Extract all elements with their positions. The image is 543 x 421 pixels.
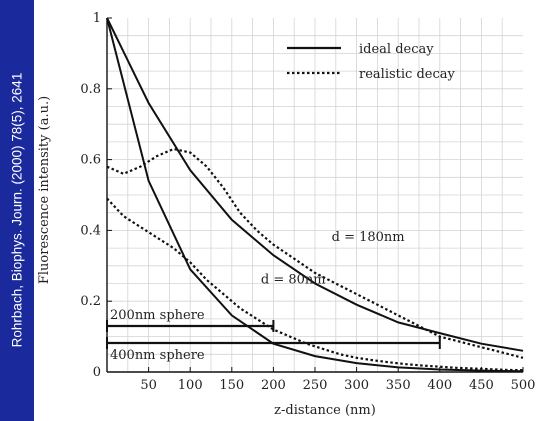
citation-text: Rohrbach, Biophys. Journ. (2000) 78(5), … [9,72,25,348]
sphere-bar-label: 400nm sphere [110,348,205,363]
x-tick-label: 300 [344,378,369,393]
y-axis-label: Fluorescence intensity (a.u.) [37,96,52,284]
chart-panel: 50 100 150 200 250 300 350 400 450 500 0 0.2 0.4 0.6 0… [34,0,543,421]
x-tick-label: 450 [469,378,494,393]
x-tick-label: 150 [219,378,244,393]
y-tick-label: 0 [93,365,101,380]
x-tick-label: 50 [140,378,157,393]
y-tick-label: 0.2 [80,294,101,309]
series-line-3 [106,197,524,372]
x-tick-label: 500 [511,378,536,393]
y-tick-label: 1 [93,11,101,26]
y-tick-label: 0.4 [80,223,101,238]
chart-svg: 50 100 150 200 250 300 350 400 450 500 0 0.2 0.4 0.6 0… [37,11,536,418]
y-tick-label: 0.6 [80,153,101,168]
side-citation: Rohrbach, Biophys. Journ. (2000) 78(5), … [0,0,34,421]
series-line-2 [106,17,524,352]
x-tick-label: 100 [178,378,203,393]
sphere-bar-label: 200nm sphere [110,308,205,323]
x-axis-label: z-distance (nm) [274,403,376,418]
x-tick-label: 250 [303,378,328,393]
legend-label: realistic decay [359,67,455,82]
legend-label: ideal decay [359,42,434,57]
curve-annotation: d = 80nm [261,273,326,288]
x-tick-label: 200 [261,378,286,393]
x-tick-label: 400 [427,378,452,393]
y-tick-label: 0.8 [80,82,101,97]
series-line-4 [106,147,524,359]
x-tick-label: 350 [386,378,411,393]
series-line-1 [106,17,524,373]
curve-annotation: d = 180nm [332,230,405,245]
